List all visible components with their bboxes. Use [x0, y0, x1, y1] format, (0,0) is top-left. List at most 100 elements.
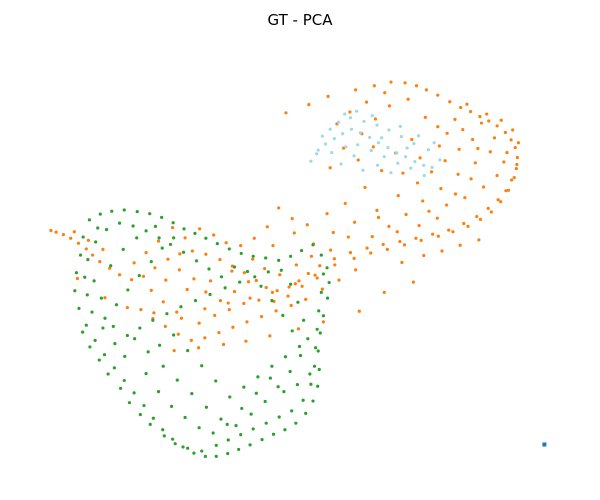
data-point — [102, 353, 107, 357]
data-point — [515, 162, 519, 167]
data-point — [268, 334, 272, 338]
data-point — [193, 231, 197, 235]
data-point — [263, 267, 267, 271]
data-point — [112, 366, 116, 370]
data-point — [153, 266, 157, 270]
data-point — [369, 148, 373, 153]
data-point — [411, 280, 415, 284]
data-point — [240, 406, 244, 411]
data-point — [248, 296, 252, 300]
data-point — [375, 163, 380, 167]
data-point — [504, 189, 508, 193]
data-point — [418, 156, 422, 160]
data-point — [190, 392, 194, 396]
data-point — [336, 120, 341, 124]
data-point — [81, 235, 85, 239]
data-point — [133, 337, 137, 341]
data-point — [131, 224, 135, 228]
data-point — [270, 298, 274, 303]
data-point — [138, 412, 142, 417]
data-point — [341, 132, 345, 136]
data-point — [211, 431, 215, 435]
data-point — [237, 447, 241, 452]
data-point — [499, 118, 503, 122]
data-point — [172, 333, 176, 337]
data-point — [283, 355, 288, 359]
data-point — [399, 134, 403, 139]
data-point — [204, 405, 208, 409]
data-point — [172, 236, 176, 240]
data-point — [468, 109, 473, 114]
data-point — [163, 324, 167, 329]
data-point — [426, 148, 431, 152]
data-point — [415, 181, 420, 185]
data-point — [268, 376, 272, 380]
data-point — [86, 238, 90, 242]
data-point — [161, 428, 165, 432]
data-point — [506, 188, 511, 192]
data-point — [144, 251, 148, 255]
data-point — [485, 112, 489, 116]
data-point — [117, 221, 122, 225]
data-point — [203, 336, 207, 340]
data-point — [318, 331, 322, 335]
data-point — [436, 93, 440, 97]
data-point — [114, 303, 119, 307]
data-point — [492, 136, 497, 140]
data-point — [171, 221, 175, 225]
data-point — [475, 214, 479, 219]
data-point — [409, 166, 413, 170]
data-point — [96, 226, 100, 230]
data-point — [332, 137, 336, 141]
data-point — [121, 247, 125, 251]
data-point — [298, 353, 303, 358]
data-point — [84, 323, 88, 327]
data-point — [251, 257, 255, 261]
data-point — [329, 248, 333, 252]
data-point — [165, 312, 169, 316]
data-point — [288, 369, 292, 374]
data-point — [204, 236, 208, 240]
data-point — [422, 173, 426, 178]
data-point — [436, 125, 440, 129]
data-point — [410, 137, 414, 142]
data-point — [148, 422, 152, 427]
data-point — [173, 442, 177, 446]
data-point — [339, 162, 343, 166]
data-point — [380, 169, 384, 173]
data-point — [422, 253, 426, 258]
data-point — [200, 364, 204, 368]
data-point — [295, 383, 299, 387]
data-point — [495, 124, 499, 128]
data-point — [90, 310, 94, 314]
data-point — [97, 358, 101, 362]
data-point — [417, 223, 421, 228]
data-point — [293, 282, 297, 286]
data-point — [151, 416, 155, 420]
data-point — [435, 216, 439, 220]
data-point — [259, 284, 263, 288]
data-point — [264, 256, 268, 260]
data-point — [181, 250, 186, 254]
data-point — [232, 289, 237, 294]
data-point — [296, 327, 301, 331]
data-point — [142, 403, 146, 408]
data-point — [264, 285, 268, 290]
data-point — [190, 249, 194, 253]
data-point — [355, 109, 359, 113]
data-point — [299, 248, 304, 253]
data-point — [194, 259, 199, 263]
data-point — [327, 280, 331, 285]
data-point — [372, 84, 376, 88]
data-point — [330, 150, 334, 155]
data-point — [333, 263, 337, 267]
data-point — [248, 443, 252, 447]
data-point — [307, 103, 311, 107]
data-point — [265, 225, 269, 229]
data-point — [375, 208, 379, 212]
data-point — [263, 399, 267, 404]
data-point — [183, 236, 187, 240]
data-point — [302, 318, 306, 322]
data-point — [515, 155, 519, 160]
data-point — [169, 404, 174, 408]
